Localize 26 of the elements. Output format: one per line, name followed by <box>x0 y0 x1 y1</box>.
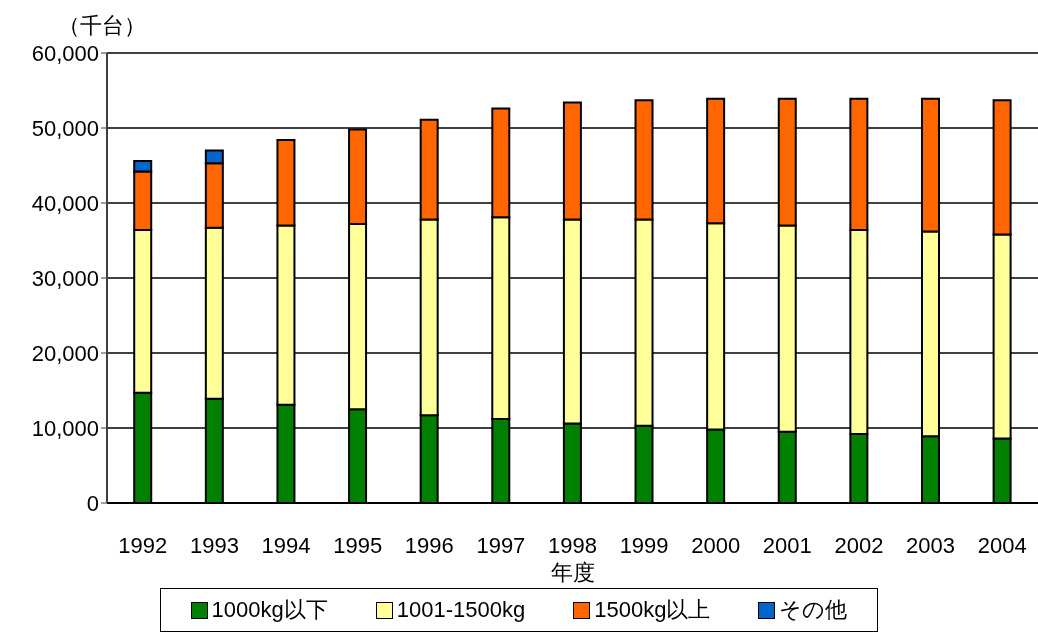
x-tick-label: 2000 <box>691 532 741 558</box>
x-tick-label: 1994 <box>261 532 311 558</box>
x-tick-label: 1996 <box>404 532 454 558</box>
y-tick-label: 20,000 <box>31 340 99 366</box>
legend-label: その他 <box>778 596 848 624</box>
y-axis-title: （千台） <box>58 13 146 38</box>
y-tick-label: 60,000 <box>31 40 99 66</box>
x-tick-label: 1999 <box>619 532 669 558</box>
x-tick-label: 2004 <box>977 532 1027 558</box>
x-tick-label: 1993 <box>189 532 239 558</box>
x-tick-label: 1995 <box>333 532 383 558</box>
y-tick-label: 40,000 <box>31 190 99 216</box>
x-tick-label: 1997 <box>476 532 526 558</box>
x-tick-label: 2002 <box>834 532 884 558</box>
y-tick-label: 50,000 <box>31 115 99 141</box>
y-tick-label: 30,000 <box>31 265 99 291</box>
x-axis-title: 年度 <box>550 560 595 585</box>
y-tick-label: 0 <box>86 490 99 516</box>
x-tick-label: 2003 <box>906 532 956 558</box>
legend-label: 1500kg以上 <box>593 596 711 624</box>
legend-label: 1000kg以下 <box>210 596 328 624</box>
legend-label: 1001-1500kg <box>395 596 526 624</box>
x-tick-label: 1992 <box>118 532 168 558</box>
x-tick-label: 2001 <box>762 532 812 558</box>
y-tick-label: 10,000 <box>31 415 99 441</box>
x-tick-label: 1998 <box>548 532 597 558</box>
